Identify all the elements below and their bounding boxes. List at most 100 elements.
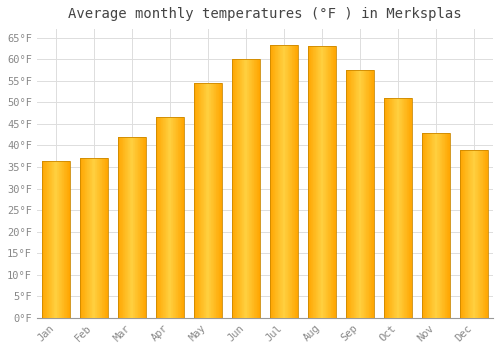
Bar bbox=[215, 83, 216, 318]
Bar bbox=[244, 59, 245, 318]
Bar bbox=[431, 133, 432, 318]
Bar bbox=[286, 46, 287, 318]
Bar bbox=[180, 117, 182, 318]
Bar bbox=[172, 117, 174, 318]
Bar bbox=[272, 46, 273, 318]
Bar bbox=[449, 133, 450, 318]
Bar bbox=[258, 59, 259, 318]
Bar bbox=[446, 133, 448, 318]
Bar bbox=[175, 117, 176, 318]
Bar bbox=[216, 83, 217, 318]
Bar bbox=[476, 150, 477, 318]
Bar bbox=[212, 83, 213, 318]
Bar bbox=[86, 158, 88, 318]
Bar bbox=[475, 150, 476, 318]
Bar bbox=[472, 150, 474, 318]
Bar bbox=[477, 150, 478, 318]
Bar bbox=[278, 46, 279, 318]
Bar bbox=[51, 161, 52, 318]
Bar bbox=[391, 98, 392, 318]
Bar bbox=[67, 161, 68, 318]
Bar bbox=[57, 161, 58, 318]
Bar bbox=[394, 98, 395, 318]
Bar bbox=[368, 70, 370, 318]
Bar bbox=[60, 161, 61, 318]
Bar bbox=[206, 83, 207, 318]
Bar bbox=[324, 46, 325, 318]
Bar bbox=[106, 158, 108, 318]
Bar bbox=[364, 70, 365, 318]
Bar bbox=[217, 83, 218, 318]
Bar bbox=[118, 137, 119, 318]
Bar bbox=[119, 137, 120, 318]
Bar bbox=[411, 98, 412, 318]
Bar bbox=[330, 46, 331, 318]
Bar bbox=[469, 150, 470, 318]
Bar bbox=[362, 70, 363, 318]
Bar bbox=[54, 161, 55, 318]
Bar bbox=[398, 98, 400, 318]
Bar bbox=[464, 150, 465, 318]
Bar bbox=[207, 83, 208, 318]
Bar bbox=[328, 46, 329, 318]
Bar bbox=[484, 150, 486, 318]
Bar bbox=[481, 150, 482, 318]
Bar bbox=[204, 83, 205, 318]
Bar bbox=[166, 117, 167, 318]
Bar bbox=[136, 137, 137, 318]
Bar bbox=[81, 158, 82, 318]
Bar bbox=[373, 70, 374, 318]
Bar bbox=[128, 137, 129, 318]
Bar bbox=[138, 137, 139, 318]
Bar bbox=[401, 98, 402, 318]
Bar bbox=[436, 133, 438, 318]
Bar bbox=[356, 70, 357, 318]
Bar bbox=[432, 133, 433, 318]
Bar bbox=[94, 158, 96, 318]
Bar bbox=[122, 137, 124, 318]
Bar bbox=[465, 150, 466, 318]
Bar bbox=[100, 158, 101, 318]
Bar bbox=[80, 158, 108, 318]
Bar bbox=[44, 161, 45, 318]
Bar bbox=[384, 98, 385, 318]
Bar bbox=[61, 161, 62, 318]
Bar bbox=[318, 46, 319, 318]
Bar bbox=[156, 117, 157, 318]
Bar bbox=[256, 59, 258, 318]
Bar bbox=[159, 117, 160, 318]
Bar bbox=[316, 46, 317, 318]
Bar bbox=[474, 150, 475, 318]
Bar bbox=[197, 83, 198, 318]
Bar bbox=[479, 150, 480, 318]
Bar bbox=[246, 59, 248, 318]
Bar bbox=[101, 158, 102, 318]
Bar bbox=[273, 46, 274, 318]
Bar bbox=[363, 70, 364, 318]
Bar bbox=[423, 133, 424, 318]
Bar bbox=[137, 137, 138, 318]
Bar bbox=[130, 137, 131, 318]
Bar bbox=[248, 59, 249, 318]
Bar bbox=[62, 161, 63, 318]
Bar bbox=[308, 46, 336, 318]
Bar bbox=[434, 133, 436, 318]
Bar bbox=[448, 133, 449, 318]
Bar bbox=[403, 98, 404, 318]
Bar bbox=[440, 133, 441, 318]
Bar bbox=[442, 133, 443, 318]
Bar bbox=[255, 59, 256, 318]
Bar bbox=[430, 133, 431, 318]
Bar bbox=[132, 137, 134, 318]
Bar bbox=[279, 46, 280, 318]
Bar bbox=[165, 117, 166, 318]
Bar bbox=[233, 59, 234, 318]
Bar bbox=[126, 137, 127, 318]
Bar bbox=[92, 158, 93, 318]
Bar bbox=[156, 117, 184, 318]
Bar bbox=[319, 46, 320, 318]
Bar bbox=[210, 83, 211, 318]
Bar bbox=[134, 137, 136, 318]
Bar bbox=[194, 83, 195, 318]
Bar bbox=[366, 70, 367, 318]
